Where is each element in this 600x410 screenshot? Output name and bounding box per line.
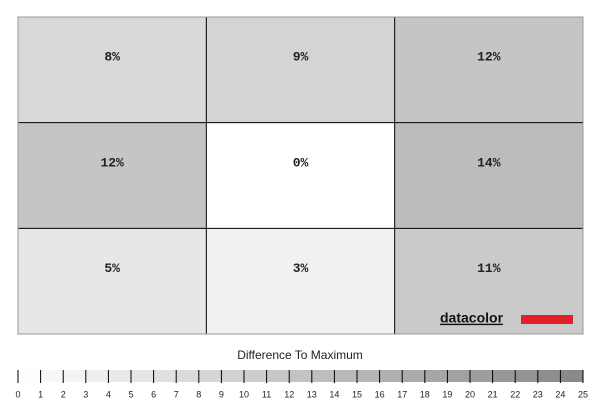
cell-label: 12%: [100, 155, 124, 170]
colorbar-swatch: [131, 370, 154, 382]
colorbar-title: Difference To Maximum: [237, 348, 363, 362]
cell-label: 0%: [293, 155, 309, 170]
colorbar-tick-label: 10: [239, 389, 249, 399]
colorbar-tick-label: 23: [533, 389, 543, 399]
colorbar-swatch: [357, 370, 380, 382]
colorbar-tick-label: 14: [329, 389, 339, 399]
logo: datacolor: [440, 310, 504, 326]
colorbar-tick-label: 13: [307, 389, 317, 399]
colorbar-swatch: [311, 370, 335, 382]
colorbar-swatch: [334, 370, 357, 382]
colorbar-swatch: [424, 370, 448, 382]
colorbar-swatch: [447, 370, 470, 382]
colorbar-tick-label: 6: [151, 389, 156, 399]
colorbar-tick-label: 0: [15, 389, 20, 399]
colorbar-swatch: [221, 370, 244, 382]
colorbar-tick-label: 12: [284, 389, 294, 399]
cell-label: 12%: [477, 50, 501, 65]
heat-cell: [206, 228, 395, 334]
colorbar-tick-label: 11: [262, 389, 271, 399]
plot-border: [17, 16, 584, 335]
heat-cell: [206, 122, 395, 229]
cell-label: 14%: [477, 155, 501, 170]
colorbar-tick-label: 1: [38, 389, 43, 399]
cell-label: 9%: [293, 50, 309, 65]
colorbar-tick-label: 24: [555, 389, 565, 399]
colorbar-swatch: [153, 370, 177, 382]
colorbar-swatch: [266, 370, 290, 382]
colorbar-swatch: [18, 370, 41, 382]
colorbar-tick-label: 5: [128, 389, 133, 399]
colorbar-tick-label: 2: [61, 389, 66, 399]
heat-cell: [18, 122, 207, 229]
colorbar-tick-label: 22: [510, 389, 520, 399]
colorbar-swatch: [379, 370, 403, 382]
colorbar-swatch: [108, 370, 131, 382]
heat-cell: [206, 17, 395, 123]
colorbar-swatch: [85, 370, 109, 382]
cell-label: 5%: [104, 261, 120, 276]
heat-cell: [394, 122, 583, 229]
colorbar-tick-label: 19: [442, 389, 452, 399]
colorbar-tick-label: 21: [488, 389, 498, 399]
colorbar-swatch: [470, 370, 493, 382]
colorbar-tick-label: 8: [196, 389, 201, 399]
colorbar-tick-label: 15: [352, 389, 362, 399]
cell-label: 11%: [477, 261, 501, 276]
colorbar-swatch: [492, 370, 516, 382]
colorbar-tick-label: 4: [106, 389, 111, 399]
colorbar-tick-label: 16: [375, 389, 385, 399]
heat-cell: [18, 17, 207, 123]
colorbar-swatch: [63, 370, 86, 382]
colorbar-swatch: [289, 370, 312, 382]
colorbar-swatch: [244, 370, 267, 382]
colorbar-tick-label: 9: [219, 389, 224, 399]
colorbar-tick-label: 7: [174, 389, 179, 399]
cell-label: 3%: [293, 261, 309, 276]
logo-bar: [521, 315, 573, 324]
colorbar-tick-label: 3: [83, 389, 88, 399]
heat-cell: [18, 228, 207, 334]
colorbar-swatch: [537, 370, 561, 382]
colorbar-swatch: [198, 370, 222, 382]
colorbar-tick-label: 17: [397, 389, 407, 399]
cell-label: 8%: [104, 50, 120, 65]
colorbar-tick-label: 25: [578, 389, 588, 399]
heat-cell: [394, 17, 583, 123]
colorbar-swatch: [560, 370, 583, 382]
colorbar-tick-label: 18: [420, 389, 430, 399]
colorbar-swatch: [402, 370, 425, 382]
colorbar-swatch: [515, 370, 538, 382]
colorbar-swatch: [176, 370, 199, 382]
colorbar-tick-label: 20: [465, 389, 475, 399]
colorbar-swatch: [40, 370, 64, 382]
